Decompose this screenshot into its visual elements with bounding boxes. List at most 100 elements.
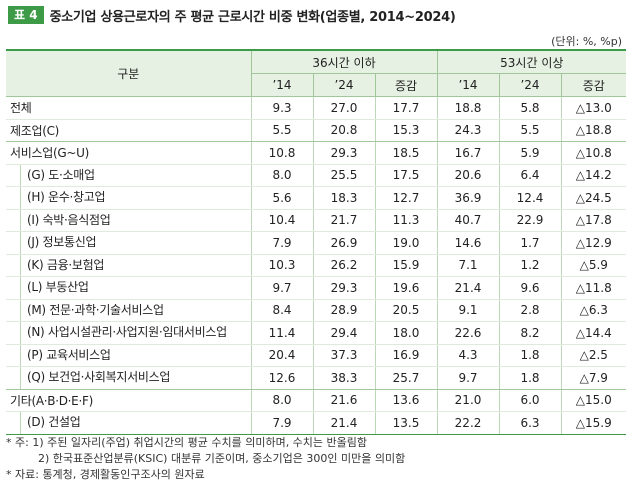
table-cell: 25.5	[312, 164, 375, 187]
table-row: 제조업(C) 5.5 20.8 15.3 24.3 5.5 △18.8	[6, 119, 627, 142]
table-cell: 9.1	[436, 299, 500, 322]
row-label: 제조업(C)	[6, 119, 251, 142]
header-group-53h: 53시간 이상	[436, 50, 627, 74]
header-col: ’24	[312, 73, 375, 97]
table-cell: 38.3	[312, 366, 375, 390]
table-cell: 12.6	[250, 366, 313, 390]
table-cell: △14.4	[560, 321, 627, 345]
table-row: 기타(A·B·D·E·F) 8.0 21.6 13.6 21.0 6.0 △15.0	[6, 389, 627, 412]
row-label: (K) 금융·보험업	[6, 254, 251, 277]
table-row: (G) 도·소매업 8.0 25.5 17.5 20.6 6.4 △14.2	[6, 164, 627, 187]
table-number-badge: 표 4	[8, 6, 44, 24]
unit-label: (단위: %, %p)	[551, 35, 622, 48]
table-cell: △5.9	[560, 254, 627, 277]
table-cell: 7.9	[250, 231, 313, 255]
table-cell: 2.8	[498, 299, 562, 322]
table-cell: △2.5	[560, 344, 627, 367]
table-cell: 16.7	[436, 141, 500, 165]
table-row: (P) 교육서비스업 20.4 37.3 16.9 4.3 1.8 △2.5	[6, 344, 627, 367]
table-cell: 18.8	[436, 96, 500, 120]
table-cell: △24.5	[560, 186, 627, 210]
table-cell: △18.8	[560, 119, 627, 142]
table-body: 전체 9.3 27.0 17.7 18.8 5.8 △13.0 제조업(C) 5.5 20.8 15…	[6, 96, 627, 435]
table-cell: 25.7	[374, 366, 438, 390]
row-label: (P) 교육서비스업	[6, 344, 251, 367]
table-row: (H) 운수·창고업 5.6 18.3 12.7 36.9 12.4 △24.5	[6, 186, 627, 210]
table-cell: 10.8	[250, 141, 313, 165]
table-cell: 5.5	[498, 119, 562, 142]
table-cell: 21.4	[436, 276, 500, 300]
table-row: (N) 사업시설관리·사업지원·임대서비스업 11.4 29.4 18.0 22.6 8.…	[6, 321, 627, 345]
row-label-text: (D) 건설업	[20, 412, 251, 434]
table-cell: 19.0	[374, 231, 438, 255]
table-cell: 36.9	[436, 186, 500, 210]
table-title-bar: 표 4 중소기업 상용근로자의 주 평균 근로시간 비중 변화(업종별, 201…	[8, 4, 624, 26]
row-label: (Q) 보건업·사회복지서비스업	[6, 366, 251, 390]
footnote-2: 2) 한국표준산업분류(KSIC) 대분류 기준이며, 중소기업은 300인 미…	[38, 452, 406, 465]
row-label: (I) 숙박·음식점업	[6, 209, 251, 232]
table-row: (K) 금융·보험업 10.3 26.2 15.9 7.1 1.2 △5.9	[6, 254, 627, 277]
row-label: 기타(A·B·D·E·F)	[6, 389, 251, 412]
table-cell: 8.0	[250, 164, 313, 187]
table-cell: 21.4	[312, 411, 375, 435]
table-cell: 8.4	[250, 299, 313, 322]
table-cell: 1.8	[498, 344, 562, 367]
row-label: (M) 전문·과학·기술서비스업	[6, 299, 251, 322]
table-cell: 14.6	[436, 231, 500, 255]
table-cell: 6.4	[498, 164, 562, 187]
row-label: (D) 건설업	[6, 411, 251, 435]
table-cell: △6.3	[560, 299, 627, 322]
row-label-text: (K) 금융·보험업	[20, 254, 251, 276]
table-cell: 5.9	[498, 141, 562, 165]
header-group-36h: 36시간 이하	[250, 50, 438, 74]
table-row: (M) 전문·과학·기술서비스업 8.4 28.9 20.5 9.1 2.8 △6.3	[6, 299, 627, 322]
row-label: (J) 정보통신업	[6, 231, 251, 255]
table-cell: 28.9	[312, 299, 375, 322]
table-cell: 5.6	[250, 186, 313, 210]
table-cell: 1.2	[498, 254, 562, 277]
table-cell: 22.6	[436, 321, 500, 345]
table-cell: △14.2	[560, 164, 627, 187]
table-title: 중소기업 상용근로자의 주 평균 근로시간 비중 변화(업종별, 2014~20…	[49, 9, 456, 25]
table-cell: △13.0	[560, 96, 627, 120]
data-table: 구분 36시간 이하 53시간 이상 ’14 ’24 증감 ’14 ’24 증감…	[6, 49, 627, 435]
table-cell: 18.3	[312, 186, 375, 210]
table-cell: 20.6	[436, 164, 500, 187]
table-cell: △10.8	[560, 141, 627, 165]
table-cell: 26.2	[312, 254, 375, 277]
table-cell: 19.6	[374, 276, 438, 300]
table-cell: 18.0	[374, 321, 438, 345]
table-cell: 8.2	[498, 321, 562, 345]
row-label-text: (G) 도·소매업	[20, 164, 251, 186]
header-category: 구분	[6, 50, 251, 97]
row-label-text: (J) 정보통신업	[20, 232, 251, 254]
table-cell: 11.3	[374, 209, 438, 232]
table-cell: 12.7	[374, 186, 438, 210]
table-cell: 27.0	[312, 96, 375, 120]
table-cell: 6.0	[498, 389, 562, 412]
row-label: (N) 사업시설관리·사업지원·임대서비스업	[6, 321, 251, 345]
table-cell: 29.3	[312, 276, 375, 300]
table-row: (Q) 보건업·사회복지서비스업 12.6 38.3 25.7 9.7 1.8 △7.9	[6, 366, 627, 390]
table-cell: 17.7	[374, 96, 438, 120]
footnote-1: * 주: 1) 주된 일자리(주업) 취업시간의 평균 수치를 의미하며, 수치…	[6, 436, 368, 449]
table-cell: 5.5	[250, 119, 313, 142]
header-col: 증감	[374, 73, 438, 97]
table-cell: △12.9	[560, 231, 627, 255]
table-cell: △11.8	[560, 276, 627, 300]
table-cell: 20.5	[374, 299, 438, 322]
row-label: (G) 도·소매업	[6, 164, 251, 187]
table-cell: 20.4	[250, 344, 313, 367]
header-col: ’24	[498, 73, 562, 97]
table-cell: △17.8	[560, 209, 627, 232]
row-label: 서비스업(G~U)	[6, 141, 251, 165]
row-label-text: (M) 전문·과학·기술서비스업	[20, 299, 251, 321]
header-col: 증감	[560, 73, 627, 97]
table-cell: 4.3	[436, 344, 500, 367]
row-label-text: (I) 숙박·음식점업	[20, 209, 251, 231]
table-cell: 5.8	[498, 96, 562, 120]
footnote-source: * 자료: 통계청, 경제활동인구조사의 원자료	[6, 468, 205, 481]
table-cell: 37.3	[312, 344, 375, 367]
footnotes: * 주: 1) 주된 일자리(주업) 취업시간의 평균 수치를 의미하며, 수치…	[6, 435, 405, 483]
table-cell: 16.9	[374, 344, 438, 367]
